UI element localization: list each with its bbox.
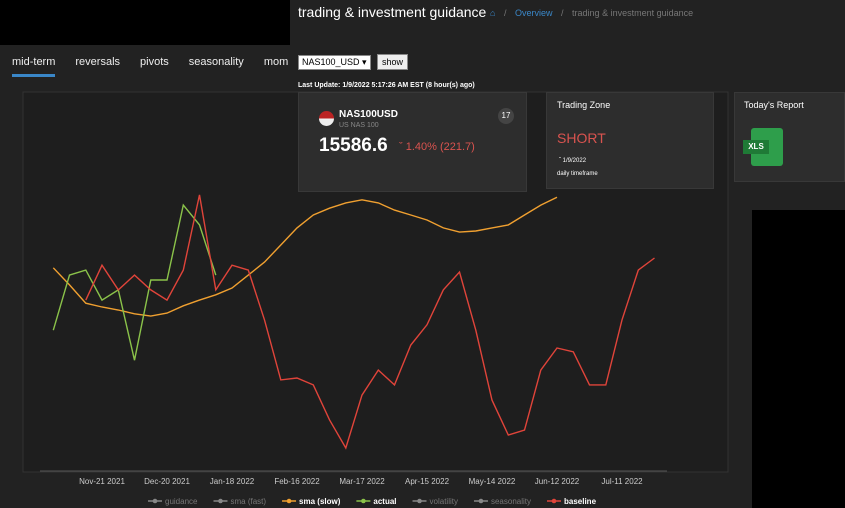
breadcrumb-link[interactable]: Overview: [514, 8, 553, 18]
flag-icon: [319, 111, 334, 126]
legend-dot: [551, 498, 557, 504]
tabs: mid-term reversals pivots seasonality mom: [12, 52, 290, 77]
legend-label[interactable]: baseline: [564, 497, 597, 506]
legend-label[interactable]: guidance: [165, 497, 198, 506]
tv-icon: 17: [498, 108, 514, 124]
x-tick-label: Nov-21 2021: [79, 477, 125, 486]
x-tick-label: Jul-11 2022: [601, 477, 643, 486]
series-line: [85, 194, 655, 450]
breadcrumb-current: trading & investment guidance: [572, 8, 694, 18]
tab[interactable]: reversals: [75, 56, 121, 68]
legend-label[interactable]: volatility: [430, 497, 458, 506]
zone-timeframe: daily timeframe: [557, 171, 598, 177]
legend-dot: [286, 498, 292, 504]
ticker-symbol: NAS100USD: [339, 109, 398, 120]
xls-icon[interactable]: XLS: [743, 128, 783, 166]
show-button[interactable]: show: [377, 54, 409, 70]
tab[interactable]: seasonality: [188, 56, 244, 68]
report-card: Today's Report XLS: [734, 92, 845, 182]
tab[interactable]: mom: [263, 56, 289, 68]
ticker-change: ˇ 1.40% (221.7): [399, 141, 475, 153]
legend-label[interactable]: seasonality: [491, 497, 531, 506]
breadcrumb: ⌂ / Overview / trading & investment guid…: [490, 8, 694, 18]
xls-badge: XLS: [743, 140, 769, 154]
legend-label[interactable]: sma (fast): [230, 497, 266, 506]
tab[interactable]: mid-term: [12, 54, 56, 77]
series-line: [52, 196, 558, 317]
legend-dot: [478, 498, 484, 504]
x-tick-label: Mar-17 2022: [339, 477, 385, 486]
ticker-card: NAS100USD US NAS 100 17 15586.6 ˇ 1.40% …: [298, 92, 527, 192]
legend-dot: [361, 498, 366, 504]
x-tick-label: Jan-18 2022: [210, 477, 255, 486]
series-line: [52, 203, 217, 361]
tab[interactable]: pivots: [140, 56, 169, 68]
trading-zone-card: Trading Zone SHORT ˇ 1/9/2022 daily time…: [546, 92, 714, 189]
x-tick-label: Dec-20 2021: [144, 477, 190, 486]
ticker-name: US NAS 100: [339, 122, 379, 129]
home-icon[interactable]: ⌂: [490, 8, 496, 18]
legend-label[interactable]: sma (slow): [299, 497, 341, 506]
last-update: Last Update: 1/9/2022 5:17:26 AM EST (8 …: [298, 82, 475, 89]
x-tick-label: Feb-16 2022: [274, 477, 320, 486]
legend-dot: [417, 498, 422, 504]
legend-label[interactable]: actual: [373, 497, 396, 506]
symbol-select[interactable]: NAS100_USD ▾: [298, 55, 371, 70]
ticker-price: 15586.6: [319, 135, 388, 156]
x-tick-label: Apr-15 2022: [405, 477, 450, 486]
legend-dot: [218, 498, 223, 504]
x-tick-label: May-14 2022: [469, 477, 516, 486]
controls: NAS100_USD ▾ show: [298, 52, 409, 70]
page-title: trading & investment guidance: [298, 4, 487, 20]
x-tick-label: Jun-12 2022: [535, 477, 580, 486]
redaction: [752, 210, 845, 508]
card-title: Today's Report: [744, 100, 804, 110]
zone-signal: SHORT: [557, 130, 606, 146]
zone-date: ˇ 1/9/2022: [559, 158, 587, 164]
legend-dot: [152, 498, 158, 504]
redaction: [0, 0, 290, 45]
card-title: Trading Zone: [557, 100, 611, 110]
